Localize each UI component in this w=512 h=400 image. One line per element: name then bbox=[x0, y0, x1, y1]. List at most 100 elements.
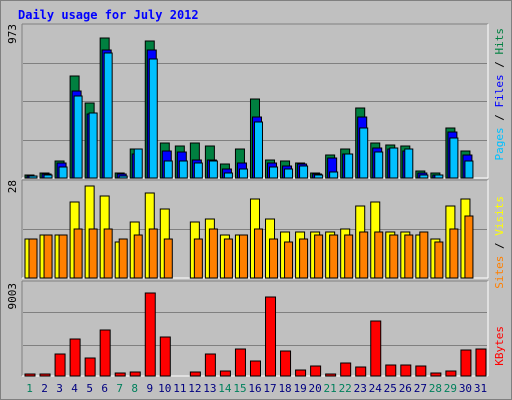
x-tick-label-day-18: 18 bbox=[278, 382, 291, 395]
pages-bar-day-19 bbox=[299, 165, 309, 179]
x-tick-label-day-21: 21 bbox=[324, 382, 337, 395]
x-tick-label-day-2: 2 bbox=[41, 382, 48, 395]
x-tick-label-day-28: 28 bbox=[429, 382, 442, 395]
kbytes-bar-day-28 bbox=[430, 372, 442, 377]
pages-bar-day-16 bbox=[253, 121, 263, 179]
pages-bar-day-15 bbox=[238, 168, 248, 179]
kbytes-bar-day-2 bbox=[39, 373, 51, 377]
pages-bar-day-29 bbox=[449, 137, 459, 179]
sites-bar-day-27 bbox=[419, 231, 429, 279]
sites-bar-day-6 bbox=[103, 228, 113, 279]
x-tick-label-day-7: 7 bbox=[116, 382, 123, 395]
pages-bar-day-20 bbox=[314, 174, 324, 179]
kbytes-bar-day-26 bbox=[400, 364, 412, 377]
sites-bar-day-20 bbox=[314, 234, 324, 279]
pages-bar-day-9 bbox=[148, 58, 158, 179]
sites-bar-day-26 bbox=[404, 234, 414, 279]
kbytes-bar-day-8 bbox=[129, 371, 141, 377]
kbytes-bar-day-7 bbox=[114, 372, 126, 377]
sites-bar-day-10 bbox=[163, 238, 173, 279]
kbytes-bar-day-3 bbox=[54, 353, 66, 377]
kbytes-bar-day-29 bbox=[445, 370, 457, 377]
kbytes-bar-day-24 bbox=[370, 320, 382, 377]
x-tick-label-day-9: 9 bbox=[146, 382, 153, 395]
kbytes-bar-day-12 bbox=[189, 371, 201, 377]
sites-bar-day-22 bbox=[344, 234, 354, 279]
sites-bar-day-2 bbox=[43, 234, 53, 279]
x-tick-label-day-8: 8 bbox=[131, 382, 138, 395]
kbytes-bar-day-6 bbox=[99, 329, 111, 377]
sites-bar-day-14 bbox=[223, 238, 233, 279]
pages-bar-day-18 bbox=[284, 168, 294, 179]
pages-bar-day-28 bbox=[434, 174, 444, 179]
pages-bar-day-26 bbox=[404, 148, 414, 179]
x-tick-label-day-1: 1 bbox=[26, 382, 33, 395]
kbytes-bar-day-13 bbox=[204, 353, 216, 377]
pages-bar-day-4 bbox=[73, 95, 83, 179]
pages-bar-day-21 bbox=[329, 171, 339, 179]
pages-bar-day-2 bbox=[43, 174, 53, 179]
x-tick-label-day-17: 17 bbox=[263, 382, 276, 395]
x-tick-label-day-30: 30 bbox=[459, 382, 472, 395]
kbytes-bar-day-22 bbox=[340, 362, 352, 377]
x-tick-label-day-14: 14 bbox=[218, 382, 232, 395]
sites-bar-day-18 bbox=[284, 241, 294, 279]
x-tick-label-day-25: 25 bbox=[384, 382, 397, 395]
x-tick-label-day-24: 24 bbox=[369, 382, 383, 395]
x-tick-label-day-12: 12 bbox=[188, 382, 201, 395]
x-tick-label-day-13: 13 bbox=[203, 382, 216, 395]
kbytes-bar-day-9 bbox=[144, 292, 156, 377]
kbytes-bar-day-20 bbox=[310, 365, 322, 377]
x-tick-label-day-6: 6 bbox=[101, 382, 108, 395]
pages-bar-day-24 bbox=[374, 151, 384, 179]
kbytes-bar-day-1 bbox=[24, 373, 36, 377]
kbytes-bar-day-14 bbox=[219, 370, 231, 377]
kbytes-bar-day-27 bbox=[415, 365, 427, 377]
sites-bar-day-19 bbox=[299, 238, 309, 279]
sites-bar-day-16 bbox=[253, 228, 263, 279]
pages-bar-day-27 bbox=[419, 174, 429, 179]
x-tick-label-day-11: 11 bbox=[173, 382, 186, 395]
x-tick-label-day-19: 19 bbox=[293, 382, 306, 395]
kbytes-bar-day-23 bbox=[355, 366, 367, 377]
pages-bar-day-22 bbox=[344, 153, 354, 179]
x-tick-label-day-20: 20 bbox=[309, 382, 322, 395]
x-tick-label-day-31: 31 bbox=[474, 382, 487, 395]
x-tick-label-day-10: 10 bbox=[158, 382, 171, 395]
kbytes-bar-day-31 bbox=[475, 348, 487, 377]
pages-bar-day-30 bbox=[464, 160, 474, 179]
kbytes-bar-day-5 bbox=[84, 357, 96, 377]
sites-bar-day-28 bbox=[434, 241, 444, 279]
sites-bar-day-15 bbox=[238, 234, 248, 279]
sites-bar-day-4 bbox=[73, 228, 83, 279]
x-tick-label-day-3: 3 bbox=[56, 382, 63, 395]
sites-bar-day-5 bbox=[88, 228, 98, 279]
sites-bar-day-7 bbox=[118, 238, 128, 279]
sites-bar-day-21 bbox=[329, 234, 339, 279]
sites-bar-day-30 bbox=[464, 215, 474, 279]
x-tick-label-day-26: 26 bbox=[399, 382, 412, 395]
x-tick-label-day-4: 4 bbox=[71, 382, 78, 395]
pages-bar-day-10 bbox=[163, 160, 173, 179]
pages-bar-day-7 bbox=[118, 175, 128, 179]
sites-bar-day-24 bbox=[374, 231, 384, 279]
sites-bar-day-1 bbox=[28, 238, 38, 279]
kbytes-bar-day-17 bbox=[265, 296, 277, 377]
x-tick-label-day-15: 15 bbox=[233, 382, 246, 395]
pages-bar-day-12 bbox=[193, 162, 203, 179]
chart-title: Daily usage for July 2012 bbox=[18, 8, 199, 22]
pages-bar-day-3 bbox=[58, 166, 68, 179]
x-tick-label-day-5: 5 bbox=[86, 382, 93, 395]
x-tick-label-day-23: 23 bbox=[354, 382, 367, 395]
sites-bar-day-12 bbox=[193, 238, 203, 279]
x-tick-label-day-22: 22 bbox=[339, 382, 352, 395]
sites-bar-day-3 bbox=[58, 234, 68, 279]
sites-bar-day-8 bbox=[133, 234, 143, 279]
kbytes-bar-day-30 bbox=[460, 349, 472, 377]
pages-bar-day-14 bbox=[223, 172, 233, 179]
x-tick-label-day-27: 27 bbox=[414, 382, 427, 395]
kbytes-bar-day-10 bbox=[159, 336, 171, 377]
pages-bar-day-6 bbox=[103, 52, 113, 179]
pages-bar-day-8 bbox=[133, 148, 143, 179]
